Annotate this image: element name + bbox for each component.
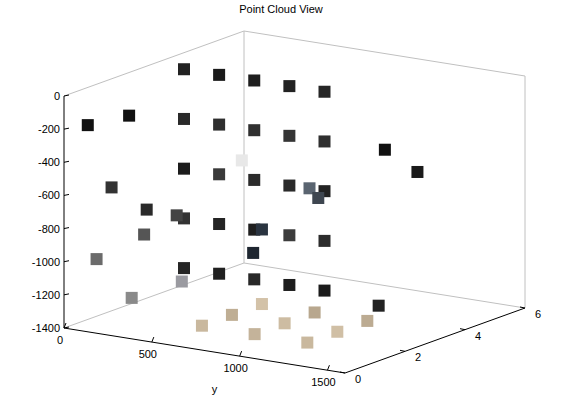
point xyxy=(361,315,373,327)
point xyxy=(176,276,188,288)
point xyxy=(301,337,313,349)
point xyxy=(138,229,150,241)
point xyxy=(283,80,295,92)
x-tick xyxy=(520,307,525,308)
y-tick xyxy=(64,323,66,328)
z-tick-label: -400 xyxy=(38,156,60,168)
point xyxy=(256,298,268,310)
point xyxy=(178,113,190,125)
point xyxy=(178,262,190,274)
x-tick xyxy=(400,350,405,351)
box-edge xyxy=(64,31,244,96)
chart: 0-200-400-600-800-1000-1200-140005001000… xyxy=(0,0,561,420)
box-edge xyxy=(244,31,525,76)
box-edge xyxy=(525,76,526,308)
z-tick xyxy=(64,194,69,195)
z-axis-line xyxy=(64,96,65,328)
point xyxy=(411,166,423,178)
point xyxy=(126,292,138,304)
point xyxy=(319,285,331,297)
y-axis-label: y xyxy=(212,383,218,395)
y-tick-label: 500 xyxy=(139,348,157,360)
z-tick xyxy=(64,161,69,162)
point xyxy=(319,86,331,98)
y-tick xyxy=(240,351,242,356)
point xyxy=(248,124,260,136)
point xyxy=(226,309,238,321)
x-tick xyxy=(340,372,345,373)
point xyxy=(91,253,103,265)
x-tick-label: 2 xyxy=(415,351,421,363)
point xyxy=(312,192,324,204)
point xyxy=(283,229,295,241)
point xyxy=(141,204,153,216)
point xyxy=(178,163,190,175)
point xyxy=(283,180,295,192)
point xyxy=(248,74,260,86)
point xyxy=(123,110,135,122)
y-tick-label: 0 xyxy=(57,334,63,346)
point xyxy=(171,209,183,221)
point xyxy=(213,168,225,180)
point xyxy=(373,300,385,312)
box-edge xyxy=(244,31,245,263)
point xyxy=(331,326,343,338)
point xyxy=(236,154,248,166)
point xyxy=(213,268,225,280)
point xyxy=(319,135,331,147)
z-tick-label: -1200 xyxy=(32,289,60,301)
z-tick xyxy=(64,95,69,96)
point xyxy=(82,119,94,131)
title: Point Cloud View xyxy=(239,3,323,15)
y-tick xyxy=(152,337,154,342)
box-edge xyxy=(64,263,244,328)
point xyxy=(279,317,291,329)
x-tick xyxy=(460,329,465,330)
point xyxy=(178,63,190,75)
z-tick xyxy=(64,128,69,129)
point xyxy=(249,328,261,340)
point xyxy=(196,320,208,332)
point xyxy=(248,174,260,186)
z-tick-label: 0 xyxy=(54,90,60,102)
point xyxy=(309,306,321,318)
point xyxy=(213,119,225,131)
z-tick-label: -1000 xyxy=(32,256,60,268)
y-tick-label: 1500 xyxy=(311,376,335,388)
z-tick-label: -1400 xyxy=(32,322,60,334)
y-tick xyxy=(327,365,329,370)
point xyxy=(248,273,260,285)
z-tick-label: -800 xyxy=(38,223,60,235)
x-axis-line xyxy=(345,308,525,373)
z-tick-label: -600 xyxy=(38,189,60,201)
x-tick-label: 6 xyxy=(535,308,541,320)
point xyxy=(283,279,295,291)
y-axis-line xyxy=(64,328,345,373)
point-cloud xyxy=(82,63,424,348)
point xyxy=(256,223,268,235)
point xyxy=(379,144,391,156)
axes-box xyxy=(64,31,525,328)
point xyxy=(283,130,295,142)
z-tick-label: -200 xyxy=(38,123,60,135)
z-tick xyxy=(64,228,69,229)
point xyxy=(213,218,225,230)
point xyxy=(247,247,259,259)
point xyxy=(213,69,225,81)
point xyxy=(319,235,331,247)
x-tick-label: 4 xyxy=(475,330,481,342)
point xyxy=(106,181,118,193)
x-tick-label: 0 xyxy=(355,373,361,385)
z-tick xyxy=(64,261,69,262)
y-tick-label: 1000 xyxy=(223,362,247,374)
z-tick xyxy=(64,294,69,295)
